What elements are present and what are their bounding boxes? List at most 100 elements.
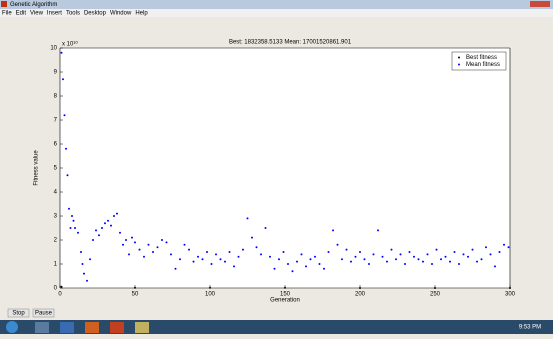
point (431, 263, 433, 265)
x-tick-label: 150 (280, 292, 291, 298)
legend-marker (458, 57, 460, 59)
menu-item[interactable]: Window (110, 11, 132, 17)
point (283, 251, 285, 253)
point (125, 239, 127, 241)
x-tick-label: 0 (58, 292, 62, 298)
point (98, 234, 100, 236)
point (197, 256, 199, 258)
point (251, 237, 253, 239)
point (65, 148, 67, 150)
point (373, 253, 375, 255)
x-label: Generation (270, 298, 300, 304)
taskbar-icon[interactable] (85, 322, 99, 333)
point (148, 244, 150, 246)
point (404, 263, 406, 265)
point (61, 286, 63, 288)
point (350, 261, 352, 263)
point (193, 261, 195, 263)
point (434, 287, 436, 289)
point (485, 246, 487, 248)
point (355, 256, 357, 258)
point (170, 253, 172, 255)
taskbar-icon[interactable] (110, 322, 124, 333)
taskbar-icon[interactable] (60, 322, 74, 333)
point (92, 239, 94, 241)
point (80, 251, 82, 253)
point (73, 220, 75, 222)
app-icon (1, 1, 7, 7)
point (107, 220, 109, 222)
point (476, 261, 478, 263)
point (215, 253, 217, 255)
point (314, 256, 316, 258)
point (310, 258, 312, 260)
menu-item[interactable]: Tools (66, 11, 80, 17)
menu-item[interactable]: Desktop (84, 11, 107, 17)
plot-area (60, 48, 510, 288)
point (341, 258, 343, 260)
point (74, 227, 76, 229)
legend-label: Best fitness (466, 55, 497, 61)
point (413, 256, 415, 258)
taskbar-icon[interactable] (135, 322, 149, 333)
button-label: Pause (35, 311, 53, 317)
point (269, 256, 271, 258)
point (64, 114, 66, 116)
legend-marker (458, 64, 460, 66)
point (382, 256, 384, 258)
y-tick-label: 0 (54, 286, 58, 292)
point (70, 227, 72, 229)
point (436, 249, 438, 251)
point (499, 251, 501, 253)
menu-item[interactable]: Insert (47, 11, 62, 17)
point (131, 237, 133, 239)
menu-bar (0, 9, 553, 17)
x-tick-label: 200 (355, 292, 366, 298)
point (71, 215, 73, 217)
y-label: Fitness value (34, 150, 40, 186)
clock: 9:53 PM (519, 325, 541, 331)
start-button[interactable] (6, 321, 18, 333)
point (427, 253, 429, 255)
point (284, 287, 286, 289)
point (184, 244, 186, 246)
point (89, 258, 91, 260)
point (454, 251, 456, 253)
point (386, 261, 388, 263)
menu-item[interactable]: View (30, 11, 44, 17)
y-tick-label: 5 (54, 166, 58, 172)
point (161, 239, 163, 241)
point (256, 246, 258, 248)
point (494, 265, 496, 267)
point (364, 258, 366, 260)
y-tick-label: 2 (54, 238, 58, 244)
taskbar-icon[interactable] (35, 322, 49, 333)
x-tick-label: 300 (505, 292, 516, 298)
point (119, 232, 121, 234)
point (458, 263, 460, 265)
point (418, 258, 420, 260)
menu-item[interactable]: Help (135, 11, 148, 17)
point (152, 251, 154, 253)
menu-item[interactable]: Edit (16, 11, 27, 17)
point (110, 225, 112, 227)
screen: Genetic Algorithm File EditViewInsert Tool… (0, 0, 553, 334)
close-button[interactable] (530, 1, 550, 7)
point (400, 253, 402, 255)
point (440, 258, 442, 260)
point (211, 263, 213, 265)
point (83, 273, 85, 275)
point (278, 258, 280, 260)
point (260, 253, 262, 255)
point (86, 280, 88, 282)
point (139, 249, 141, 251)
taskbar (0, 320, 553, 334)
x-tick-label: 250 (430, 292, 441, 298)
title-bar (0, 0, 553, 9)
point (202, 258, 204, 260)
point (179, 258, 181, 260)
y-tick-label: 8 (54, 94, 58, 100)
window-title: Genetic Algorithm (10, 2, 57, 8)
menu-item[interactable]: File (2, 11, 12, 17)
point (445, 256, 447, 258)
